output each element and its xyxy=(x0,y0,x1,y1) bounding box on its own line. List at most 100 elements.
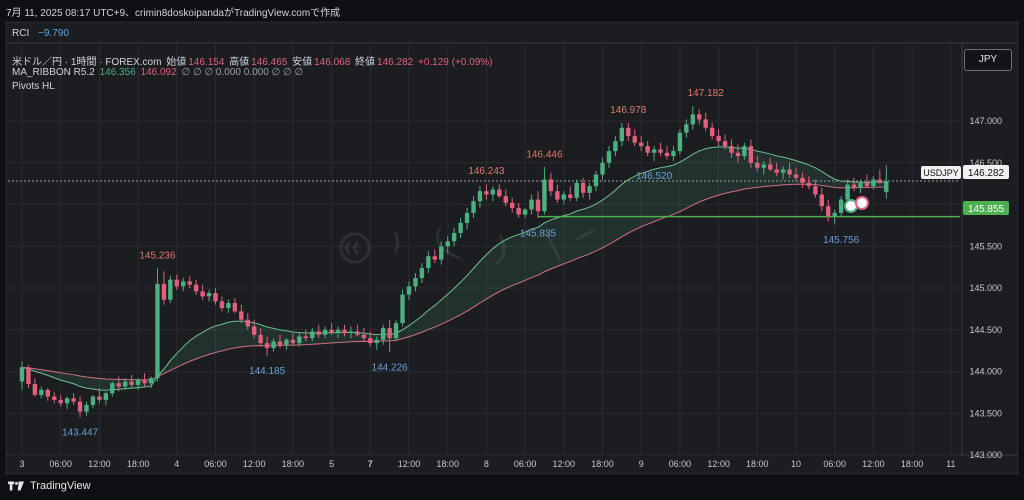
candle-body xyxy=(490,189,496,195)
candle-body xyxy=(381,328,386,340)
price-tick-label: 147.000 xyxy=(969,116,1002,126)
pivot-low-label: 143.447 xyxy=(62,428,99,439)
candle-body xyxy=(845,184,850,200)
candle-body xyxy=(187,281,192,285)
ribbon-value-2: 146.092 xyxy=(140,67,177,78)
candle-body xyxy=(19,367,25,382)
candle-body xyxy=(329,329,334,334)
pivots-legend[interactable]: Pivots HL xyxy=(12,81,55,92)
candle-body xyxy=(90,396,96,405)
candle-body xyxy=(84,404,89,412)
candle-body xyxy=(368,338,373,344)
candle-body xyxy=(529,199,534,210)
candle-body xyxy=(413,278,418,287)
candle-body xyxy=(600,162,605,175)
candle-body xyxy=(697,114,702,120)
candle-body xyxy=(445,241,450,247)
time-tick-label: 7 xyxy=(368,459,373,469)
time-tick-label: 06:00 xyxy=(669,459,692,469)
pivot-high-label: 146.446 xyxy=(526,149,563,160)
low-value: 146.068 xyxy=(314,57,351,68)
candle-body xyxy=(290,339,296,344)
candle-body xyxy=(800,177,805,183)
time-tick-label: 11 xyxy=(946,459,955,469)
candle-body xyxy=(103,393,109,400)
candle-body xyxy=(510,202,515,208)
candle-body xyxy=(729,146,734,153)
ribbon-slow-line xyxy=(21,183,887,381)
candle-body xyxy=(432,256,437,260)
price-tick-label: 145.000 xyxy=(969,283,1002,293)
candle-body xyxy=(348,331,354,334)
change-value: +0.129 (+0.09%) xyxy=(417,57,493,68)
pivot-low-label: 144.226 xyxy=(372,363,409,374)
candle-body xyxy=(71,398,76,402)
rci-value: −9.790 xyxy=(38,28,69,39)
candle-body xyxy=(374,339,379,344)
price-tick-label: 143.000 xyxy=(969,450,1002,460)
time-tick-label: 18:00 xyxy=(282,459,305,469)
pivot-low-label: 146.520 xyxy=(636,171,673,182)
pivot-high-label: 146.243 xyxy=(468,166,505,177)
candle-body xyxy=(593,174,599,187)
candle-body xyxy=(884,181,889,193)
candle-body xyxy=(316,331,321,335)
candle-body xyxy=(568,194,573,198)
time-axis: 3 06:00 12:00 18:00 4 06:00 12:00 18:00 5 7 12:00 1… xyxy=(19,459,955,469)
candle-body xyxy=(116,383,121,387)
candle-body xyxy=(613,141,618,152)
candle-body xyxy=(471,201,476,213)
candle-body xyxy=(161,283,167,300)
candle-body xyxy=(684,124,689,133)
candle-body xyxy=(768,164,773,170)
symbol-name[interactable]: 米ドル／円 · 1時間 · FOREX.com xyxy=(12,57,162,68)
candle-body xyxy=(548,179,554,192)
time-tick-label: 18:00 xyxy=(127,459,150,469)
price-tick-label: 143.500 xyxy=(969,408,1002,418)
time-tick-label: 9 xyxy=(639,459,644,469)
candles xyxy=(19,106,889,418)
candle-body xyxy=(393,323,399,339)
candle-body xyxy=(587,186,592,193)
candle-body xyxy=(677,132,683,152)
time-tick-label: 06:00 xyxy=(823,459,846,469)
last-price-tag-bg xyxy=(963,165,1009,179)
time-tick-label: 18:00 xyxy=(591,459,614,469)
candle-body xyxy=(826,206,831,217)
close-label: 終値 xyxy=(355,57,376,68)
candle-body xyxy=(703,119,708,128)
pivot-low-label: 145.835 xyxy=(520,228,557,239)
candle-body xyxy=(148,378,154,384)
candle-body xyxy=(77,401,83,412)
chart-panel xyxy=(5,21,1019,475)
candle-body xyxy=(219,301,225,309)
rci-label: RCI xyxy=(12,28,30,39)
candle-body xyxy=(709,127,715,137)
candle-body xyxy=(58,399,63,404)
candle-body xyxy=(574,182,579,198)
price-tags: USDJPY 146.282 145.855 xyxy=(921,165,1009,215)
ribbon-name[interactable]: MA_RIBBON R5.2 xyxy=(12,67,95,78)
candle-body xyxy=(858,182,863,188)
tradingview-logo-icon xyxy=(8,481,24,491)
candle-body xyxy=(426,256,431,268)
brand-name: TradingView xyxy=(30,480,91,492)
candle-body xyxy=(39,389,44,395)
time-tick-label: 8 xyxy=(484,459,489,469)
candle-body xyxy=(406,286,412,295)
time-tick-label: 06:00 xyxy=(514,459,537,469)
candle-body xyxy=(464,212,470,223)
candle-body xyxy=(400,294,405,324)
currency-button[interactable]: JPY xyxy=(964,49,1012,71)
open-value: 146.154 xyxy=(188,57,225,68)
candle-body xyxy=(213,293,218,302)
time-tick-label: 12:00 xyxy=(398,459,421,469)
candle-body xyxy=(755,162,760,168)
candle-body xyxy=(748,146,754,163)
candle-body xyxy=(335,329,341,334)
candle-body xyxy=(181,281,186,287)
time-tick-label: 18:00 xyxy=(746,459,769,469)
candle-body xyxy=(361,334,367,339)
time-tick-label: 12:00 xyxy=(243,459,266,469)
candle-body xyxy=(658,149,663,153)
